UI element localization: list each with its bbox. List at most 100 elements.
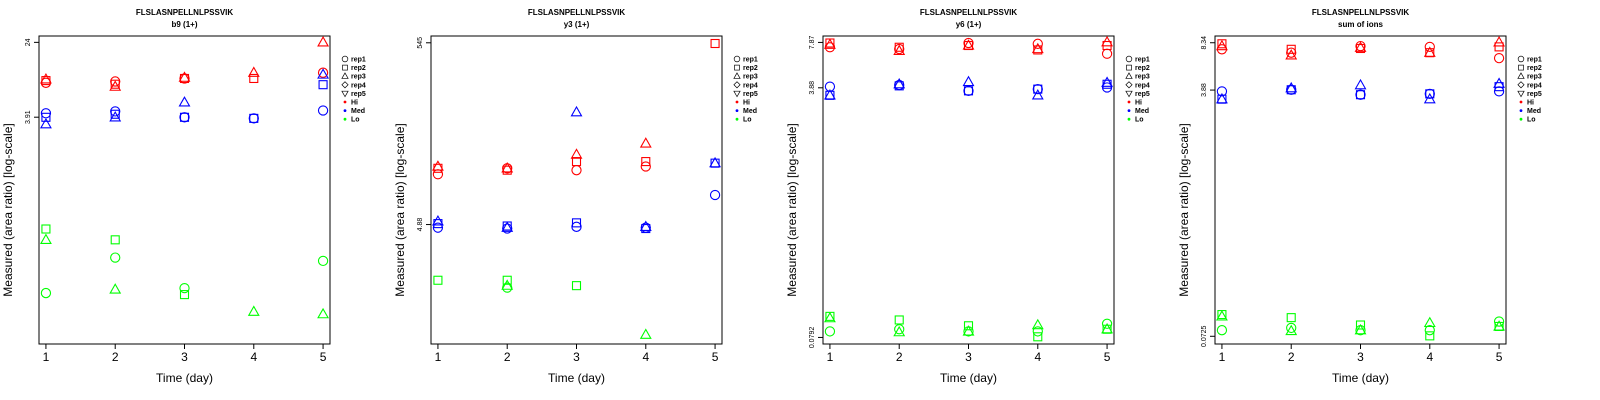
data-point (1423, 46, 1436, 57)
x-tick-label: 3 (1357, 350, 1364, 364)
legend-label: Med (743, 108, 757, 115)
legend-label: rep1 (1527, 57, 1542, 64)
legend-label: Med (1135, 108, 1149, 115)
data-point (39, 117, 52, 129)
legend-marker-shape (1517, 55, 1525, 63)
data-point (1286, 47, 1297, 58)
legend-label: Hi (1527, 100, 1534, 107)
y-axis-label: Measured (area ratio) [log-scale] (1177, 123, 1191, 296)
legend-marker-shape (733, 81, 741, 89)
x-tick-label: 5 (1104, 350, 1111, 364)
data-point (1286, 84, 1297, 95)
data-point (1032, 326, 1043, 337)
legend-label: rep3 (1135, 74, 1150, 81)
data-point (1286, 44, 1296, 54)
legend-marker (343, 117, 347, 121)
y-tick-label: 3.88 (809, 81, 816, 95)
y-tick-label: 8.34 (1201, 36, 1208, 50)
legend-marker (1127, 117, 1131, 121)
data-point (501, 161, 514, 173)
y-tick-label: 7.87 (809, 36, 816, 50)
data-point (709, 156, 722, 168)
data-point (433, 275, 443, 285)
y-axis-label: Measured (area ratio) [log-scale] (393, 123, 407, 296)
data-point (1493, 35, 1506, 47)
data-point (963, 86, 974, 96)
data-point (1425, 331, 1435, 341)
legend-marker (1125, 55, 1133, 63)
data-point (317, 307, 330, 319)
data-point (317, 67, 329, 78)
legend-marker (1125, 81, 1133, 89)
legend-marker-shape (341, 81, 349, 89)
x-tick-label: 5 (320, 350, 327, 364)
plot-frame (1214, 35, 1507, 345)
data-point (824, 326, 836, 337)
legend-label: rep5 (1135, 91, 1150, 98)
data-point (179, 290, 190, 300)
legend-label: rep2 (1527, 65, 1542, 72)
legend-marker (1517, 55, 1525, 63)
y-tick-label: 545 (417, 37, 424, 49)
legend-marker-shape (341, 55, 349, 63)
legend-marker-shape (1126, 64, 1132, 71)
legend-marker (735, 100, 739, 104)
data-point (1493, 320, 1506, 331)
legend-label: rep2 (351, 65, 366, 72)
data-point (639, 328, 652, 339)
y-tick-label: 4.88 (417, 218, 424, 232)
data-point (1494, 42, 1504, 52)
chart-title: FLSLASNPELLNLPSSVIK (1312, 8, 1410, 17)
data-point (249, 113, 259, 123)
data-point (1101, 76, 1114, 87)
data-point (1215, 92, 1228, 104)
y-axis-label: Measured (area ratio) [log-scale] (1, 123, 15, 296)
legend-marker-shape (733, 90, 741, 98)
legend-label: rep4 (1135, 82, 1150, 89)
data-point (823, 38, 836, 49)
data-point (39, 233, 52, 244)
legend-marker-shape (1517, 90, 1525, 98)
data-point (1424, 88, 1435, 100)
legend-marker (341, 72, 349, 79)
legend-label: rep3 (743, 74, 758, 81)
x-tick-label: 2 (896, 350, 903, 364)
legend-label: rep4 (743, 82, 758, 89)
y-tick-label: 0.0725 (1201, 325, 1208, 347)
legend-label: rep1 (743, 57, 758, 64)
legend-label: Hi (351, 100, 358, 107)
data-point (1286, 313, 1296, 323)
data-point (1032, 83, 1043, 95)
legend-marker-shape (1125, 72, 1133, 79)
data-point (248, 113, 259, 124)
legend-marker-shape (1125, 55, 1133, 63)
x-tick-label: 4 (1034, 350, 1041, 364)
data-point (1285, 81, 1298, 93)
data-point (1101, 322, 1114, 334)
data-point (571, 218, 582, 228)
data-point (1033, 332, 1043, 342)
legend-label: rep1 (1135, 57, 1150, 64)
legend-label: rep3 (351, 74, 366, 81)
data-point (110, 109, 120, 119)
legend-marker (343, 109, 347, 112)
data-point (40, 287, 52, 299)
legend-marker (1518, 64, 1524, 71)
legend-marker-shape (341, 72, 349, 79)
data-point (110, 106, 121, 117)
data-point (1285, 49, 1298, 60)
data-point (1286, 322, 1297, 334)
legend-label: Hi (743, 100, 750, 107)
legend-label: rep2 (1135, 65, 1150, 72)
data-point (893, 325, 906, 337)
data-point (110, 252, 121, 263)
data-point (1355, 320, 1366, 330)
legend-marker (1517, 72, 1525, 79)
data-point (894, 324, 905, 335)
data-point (570, 148, 583, 159)
legend-label: rep5 (1527, 91, 1542, 98)
chart-title: FLSLASNPELLNLPSSVIK (920, 8, 1018, 17)
data-point (1423, 92, 1436, 104)
data-point (1101, 318, 1113, 329)
